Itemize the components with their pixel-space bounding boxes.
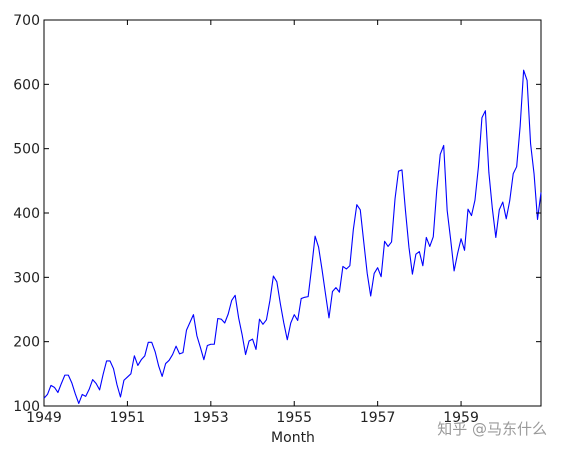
series-line (43, 69, 542, 404)
x-tick-label: 1953 (193, 410, 229, 426)
y-tick-label: 400 (13, 206, 40, 222)
x-axis: 1949 1951 1953 1955 1957 1959 (26, 20, 479, 426)
watermark: 知乎 @马东什么 (437, 420, 547, 438)
y-tick-label: 500 (13, 142, 40, 158)
y-tick-label: 700 (13, 13, 40, 29)
y-tick-label: 300 (13, 270, 40, 286)
y-tick-label: 200 (13, 335, 40, 351)
y-tick-label: 600 (13, 77, 40, 93)
x-tick-label: 1959 (443, 410, 479, 426)
plot-area (43, 19, 542, 407)
x-tick-label: 1951 (110, 410, 146, 426)
y-tick-label: 100 (13, 399, 40, 415)
x-axis-title: Month (271, 430, 315, 446)
plot-frame (43, 19, 542, 407)
x-tick-label: 1949 (26, 410, 62, 426)
x-tick-label: 1955 (276, 410, 312, 426)
x-tick-label: 1957 (360, 410, 396, 426)
y-axis: 100 200 300 400 500 600 700 (13, 13, 541, 415)
